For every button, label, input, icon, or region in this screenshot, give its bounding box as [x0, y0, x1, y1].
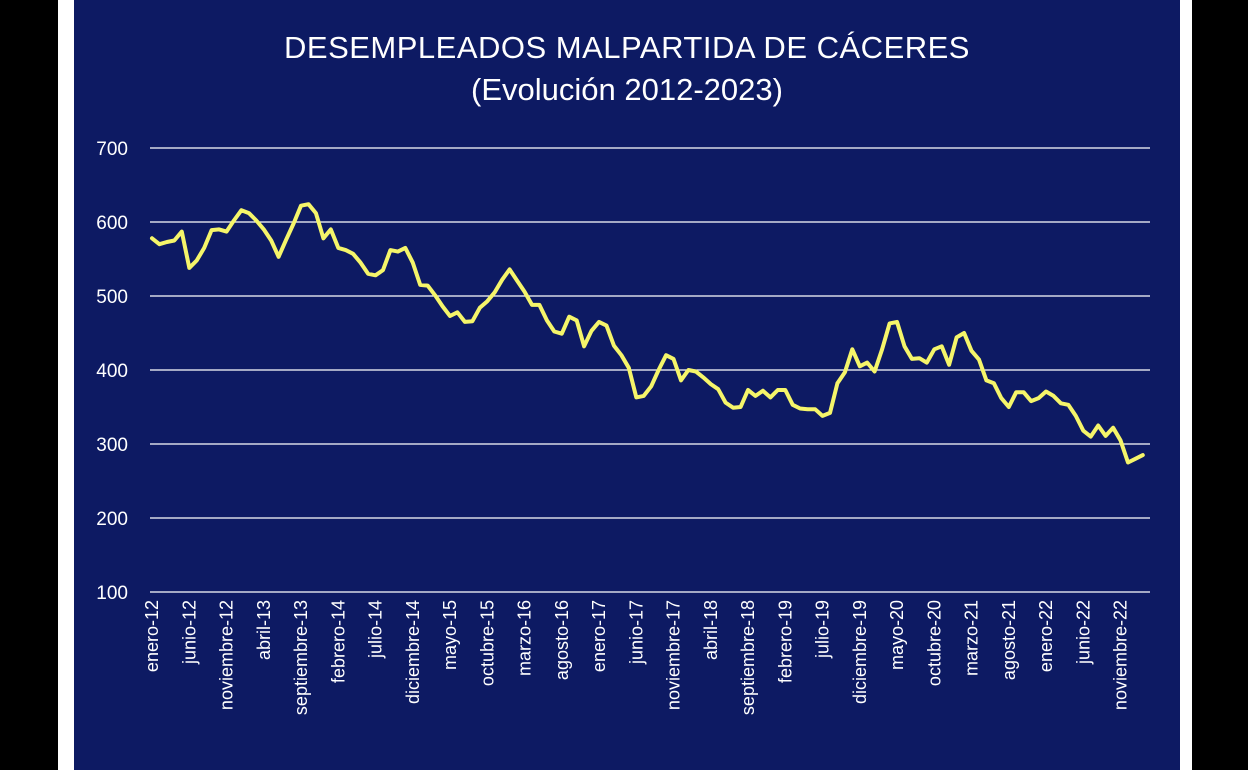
- x-tick-label: enero-22: [1036, 600, 1056, 672]
- y-tick-label: 400: [96, 361, 128, 382]
- x-tick-label: mayo-20: [887, 600, 907, 670]
- chart-subtitle: (Evolución 2012-2023): [471, 72, 783, 107]
- x-tick-label: junio-12: [179, 600, 199, 665]
- x-tick-label: diciembre-14: [403, 600, 423, 704]
- x-tick-label: octubre-20: [924, 600, 944, 686]
- series-line: [150, 202, 1145, 465]
- right-white-border: [1180, 0, 1192, 770]
- x-tick-label: octubre-15: [477, 600, 497, 686]
- x-tick-label: agosto-16: [552, 600, 572, 680]
- x-tick-label: julio-14: [366, 600, 386, 659]
- series-group: [150, 202, 1145, 465]
- left-white-border: [58, 0, 74, 770]
- y-tick-label: 100: [96, 583, 128, 604]
- y-tick-label: 500: [96, 287, 128, 308]
- x-tick-label: septiembre-18: [738, 600, 758, 715]
- x-tick-label: junio-22: [1073, 600, 1093, 665]
- y-axis-ticks: 100 200 300 400 500 600 700: [96, 139, 128, 604]
- y-tick-label: 200: [96, 509, 128, 530]
- x-tick-label: agosto-21: [999, 600, 1019, 680]
- x-tick-label: noviembre-22: [1111, 600, 1131, 710]
- gridlines: [150, 147, 1150, 593]
- x-tick-label: junio-17: [626, 600, 646, 665]
- x-tick-label: enero-17: [589, 600, 609, 672]
- x-tick-label: mayo-15: [440, 600, 460, 670]
- x-tick-label: septiembre-13: [291, 600, 311, 715]
- y-tick-label: 700: [96, 139, 128, 160]
- y-tick-label: 300: [96, 435, 128, 456]
- x-tick-label: noviembre-17: [664, 600, 684, 710]
- left-black-border: [0, 0, 58, 770]
- x-tick-label: marzo-21: [962, 600, 982, 676]
- x-tick-label: diciembre-19: [850, 600, 870, 704]
- x-tick-label: noviembre-12: [217, 600, 237, 710]
- x-tick-label: marzo-16: [515, 600, 535, 676]
- x-axis-ticks: enero-12 junio-12 noviembre-12 abril-13 sept…: [142, 600, 1131, 715]
- x-tick-label: julio-19: [813, 600, 833, 659]
- x-tick-label: enero-12: [142, 600, 162, 672]
- x-tick-label: febrero-14: [328, 600, 348, 683]
- x-tick-label: febrero-19: [775, 600, 795, 683]
- x-tick-label: abril-13: [254, 600, 274, 660]
- y-tick-label: 600: [96, 213, 128, 234]
- x-tick-label: abril-18: [701, 600, 721, 660]
- chart-title: DESEMPLEADOS MALPARTIDA DE CÁCERES: [284, 30, 970, 65]
- chart-title-block: DESEMPLEADOS MALPARTIDA DE CÁCERES (Evol…: [74, 28, 1180, 112]
